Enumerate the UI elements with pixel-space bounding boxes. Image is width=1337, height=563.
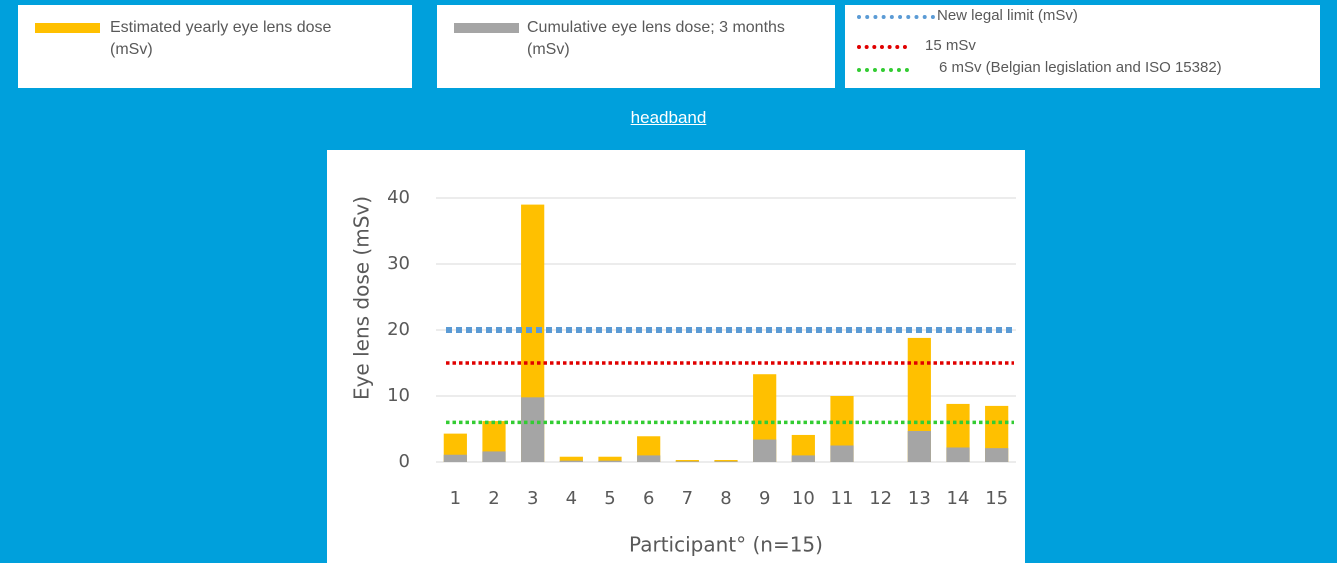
bar [559, 456, 583, 462]
bar [907, 430, 931, 462]
bar [714, 461, 738, 462]
bar [675, 460, 699, 462]
x-tick-label: 11 [831, 488, 854, 509]
bar [714, 460, 738, 462]
bar [985, 448, 1009, 462]
x-tick-label: 8 [720, 488, 731, 509]
x-tick-label: 7 [682, 488, 693, 509]
bar [637, 455, 661, 462]
x-tick-label: 12 [869, 488, 892, 509]
bar [559, 460, 583, 462]
bar [598, 456, 622, 462]
bar [830, 445, 854, 462]
x-tick-label: 9 [759, 488, 770, 509]
y-tick-label: 10 [387, 385, 410, 406]
x-axis-label: Participant° (n=15) [629, 533, 823, 557]
x-tick-label: 2 [488, 488, 499, 509]
x-tick-label: 10 [792, 488, 815, 509]
legend-swatch [454, 23, 519, 33]
legend-line [857, 15, 935, 19]
bar [946, 447, 970, 462]
x-tick-label: 4 [566, 488, 577, 509]
x-tick-label: 13 [908, 488, 931, 509]
chart-title: headband [630, 108, 707, 127]
bar [985, 405, 1009, 462]
legend-swatch [35, 23, 100, 33]
bar [598, 460, 622, 462]
x-tick-label: 15 [985, 488, 1008, 509]
x-tick-label: 14 [947, 488, 970, 509]
bar [443, 454, 467, 462]
y-tick-label: 0 [399, 451, 410, 472]
bar [791, 455, 815, 462]
legend-line [857, 68, 909, 72]
x-tick-label: 5 [604, 488, 615, 509]
bar [675, 461, 699, 462]
x-tick-label: 6 [643, 488, 654, 509]
x-tick-label: 1 [450, 488, 461, 509]
y-tick-label: 20 [387, 319, 410, 340]
bar [753, 439, 777, 462]
legend-label: Cumulative eye lens dose; 3 months (mSv) [527, 19, 785, 58]
bar [791, 434, 815, 462]
x-tick-label: 3 [527, 488, 538, 509]
legend-label: New legal limit (mSv) [937, 7, 1078, 24]
bar [482, 451, 506, 462]
y-tick-label: 30 [387, 253, 410, 274]
y-axis-label: Eye lens dose (mSv) [350, 196, 374, 400]
y-tick-label: 40 [387, 187, 410, 208]
legend-line [857, 45, 907, 49]
legend-label: 6 mSv (Belgian legislation and ISO 15382… [939, 59, 1222, 76]
legend-box: Estimated yearly eye lens dose (mSv) [18, 5, 412, 88]
legend-box: New legal limit (mSv) 15 mSv 6 mSv (Belg… [845, 5, 1320, 88]
legend-label: Estimated yearly eye lens dose (mSv) [110, 19, 332, 58]
legend-box: Cumulative eye lens dose; 3 months (mSv) [437, 5, 835, 88]
legend-label: 15 mSv [925, 37, 976, 54]
bar [521, 397, 545, 462]
